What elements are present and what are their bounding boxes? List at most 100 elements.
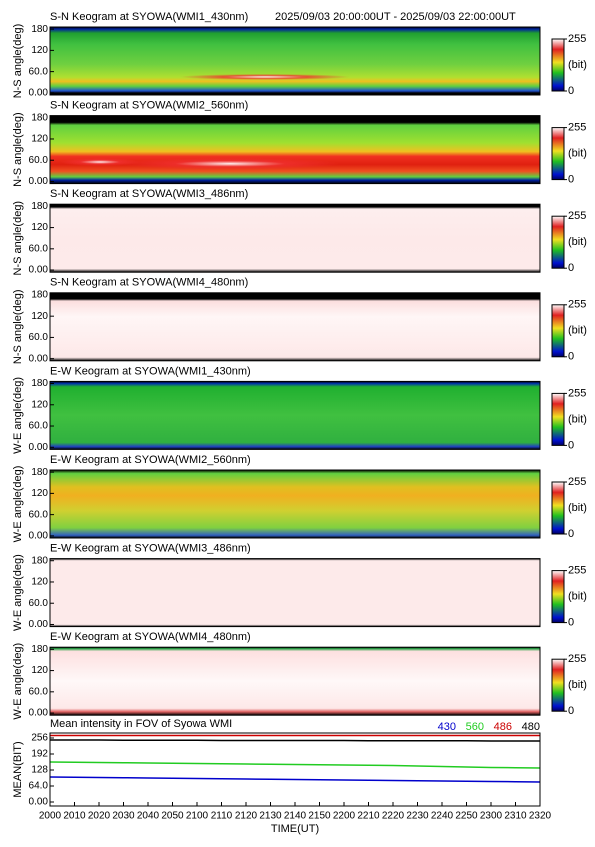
- x-tick-label: 2140: [284, 811, 307, 822]
- panel-title: S-N Keogram at SYOWA(WMI3_486nm): [50, 188, 248, 200]
- series-line: [49, 761, 541, 769]
- keogram: [50, 381, 540, 450]
- plot-frame: [49, 203, 541, 273]
- colorbar-label: (bit): [568, 236, 587, 248]
- x-tick-label: 2320: [529, 811, 552, 822]
- legend-entry: 430: [438, 721, 456, 733]
- y-tick-label: 0.00: [29, 353, 49, 364]
- y-tick-label: 0.00: [29, 797, 49, 808]
- keogram: [50, 115, 540, 184]
- y-tick-label: 60.0: [29, 155, 49, 166]
- panel-subtitle: 2025/09/03 20:00:00UT - 2025/09/03 22:00…: [275, 11, 516, 23]
- keogram-feature: [180, 73, 350, 80]
- colorbar: [551, 392, 565, 446]
- panel-title: E-W Keogram at SYOWA(WMI1_430nm): [50, 365, 251, 377]
- plot-frame: [49, 292, 541, 362]
- colorbar-label: (bit): [568, 591, 587, 603]
- colorbar: [551, 304, 565, 358]
- y-tick-label: 0.00: [29, 176, 49, 187]
- colorbar-label: (bit): [568, 59, 587, 71]
- y-tick-label: 120: [31, 45, 48, 56]
- y-axis-label: W-E angle(deg): [12, 554, 24, 631]
- y-tick-label: 60.0: [29, 421, 49, 432]
- keogram-feature: [120, 157, 340, 170]
- colorbar: [551, 658, 565, 712]
- y-tick-label: 180: [31, 290, 48, 301]
- panel-title: E-W Keogram at SYOWA(WMI2_560nm): [50, 454, 251, 466]
- series-line: [49, 776, 541, 783]
- x-tick-label: 2130: [259, 811, 282, 822]
- colorbar-tick-label: 0: [568, 617, 574, 629]
- colorbar-tick-label: 255: [568, 476, 586, 488]
- y-axis-label: N-S angle(deg): [12, 201, 24, 276]
- y-tick-label: 120: [31, 134, 48, 145]
- y-tick-label: 120: [31, 399, 48, 410]
- y-tick-label: 120: [31, 665, 48, 676]
- x-tick-label: 2010: [63, 811, 86, 822]
- keogram: [50, 292, 540, 361]
- y-axis-label: N-S angle(deg): [12, 290, 24, 365]
- colorbar: [551, 38, 565, 92]
- plot-frame: [49, 646, 541, 716]
- keogram: [50, 558, 540, 627]
- colorbar-tick-label: 0: [568, 174, 574, 186]
- plot-frame: [49, 732, 541, 807]
- x-tick-label: 2220: [382, 811, 405, 822]
- colorbar-tick-label: 255: [568, 299, 586, 311]
- x-tick-label: 2310: [504, 811, 527, 822]
- y-axis-label: N-S angle(deg): [12, 112, 24, 187]
- y-tick-label: 60.0: [29, 686, 49, 697]
- y-tick-label: 64.0: [29, 781, 49, 792]
- y-tick-label: 120: [31, 222, 48, 233]
- y-axis-label: N-S angle(deg): [12, 24, 24, 99]
- plot-frame: [49, 115, 541, 185]
- x-axis-label: TIME(UT): [271, 823, 319, 835]
- panel-title: Mean intensity in FOV of Syowa WMI: [50, 718, 232, 730]
- colorbar-label: (bit): [568, 148, 587, 160]
- legend-entry: 486: [494, 721, 512, 733]
- colorbar-tick-label: 255: [568, 565, 586, 577]
- keogram: [50, 204, 540, 273]
- y-tick-label: 60.0: [29, 598, 49, 609]
- y-tick-label: 256: [31, 733, 48, 744]
- colorbar-tick-label: 255: [568, 387, 586, 399]
- colorbar-tick-label: 255: [568, 122, 586, 134]
- y-tick-label: 192: [31, 749, 48, 760]
- panel-title: E-W Keogram at SYOWA(WMI4_480nm): [50, 631, 251, 643]
- y-axis-label: MEAN(BIT): [12, 741, 24, 797]
- legend-entry: 480: [522, 721, 540, 733]
- keogram-feature: [60, 157, 140, 166]
- y-tick-label: 0.00: [29, 88, 49, 99]
- panel-title: S-N Keogram at SYOWA(WMI1_430nm): [50, 11, 248, 23]
- y-axis-label: W-E angle(deg): [12, 466, 24, 543]
- x-tick-label: 2030: [112, 811, 135, 822]
- colorbar-tick-label: 255: [568, 33, 586, 45]
- legend-entry: 560: [466, 721, 484, 733]
- keogram: [50, 27, 540, 95]
- series-line: [50, 739, 540, 742]
- x-tick-label: 2100: [186, 811, 209, 822]
- y-tick-label: 120: [31, 577, 48, 588]
- x-tick-label: 2120: [235, 811, 258, 822]
- keogram: [50, 470, 540, 538]
- y-tick-label: 180: [31, 555, 48, 566]
- y-tick-label: 120: [31, 488, 48, 499]
- x-tick-label: 2210: [357, 811, 380, 822]
- y-tick-label: 180: [31, 24, 48, 35]
- colorbar-tick-label: 0: [568, 85, 574, 97]
- colorbar-tick-label: 0: [568, 262, 574, 274]
- plot-frame: [49, 469, 541, 539]
- x-tick-label: 2230: [406, 811, 429, 822]
- x-tick-label: 2110: [211, 811, 233, 822]
- x-tick-label: 2250: [455, 811, 478, 822]
- colorbar-label: (bit): [568, 679, 587, 691]
- x-tick-label: 2240: [431, 811, 454, 822]
- colorbar-label: (bit): [568, 413, 587, 425]
- colorbar-tick-label: 255: [568, 653, 586, 665]
- x-tick-label: 2000: [39, 811, 62, 822]
- colorbar: [551, 481, 565, 535]
- keogram: [50, 647, 540, 716]
- plot-frame: [49, 26, 541, 96]
- colorbar: [551, 127, 565, 181]
- y-tick-label: 0.00: [29, 708, 49, 719]
